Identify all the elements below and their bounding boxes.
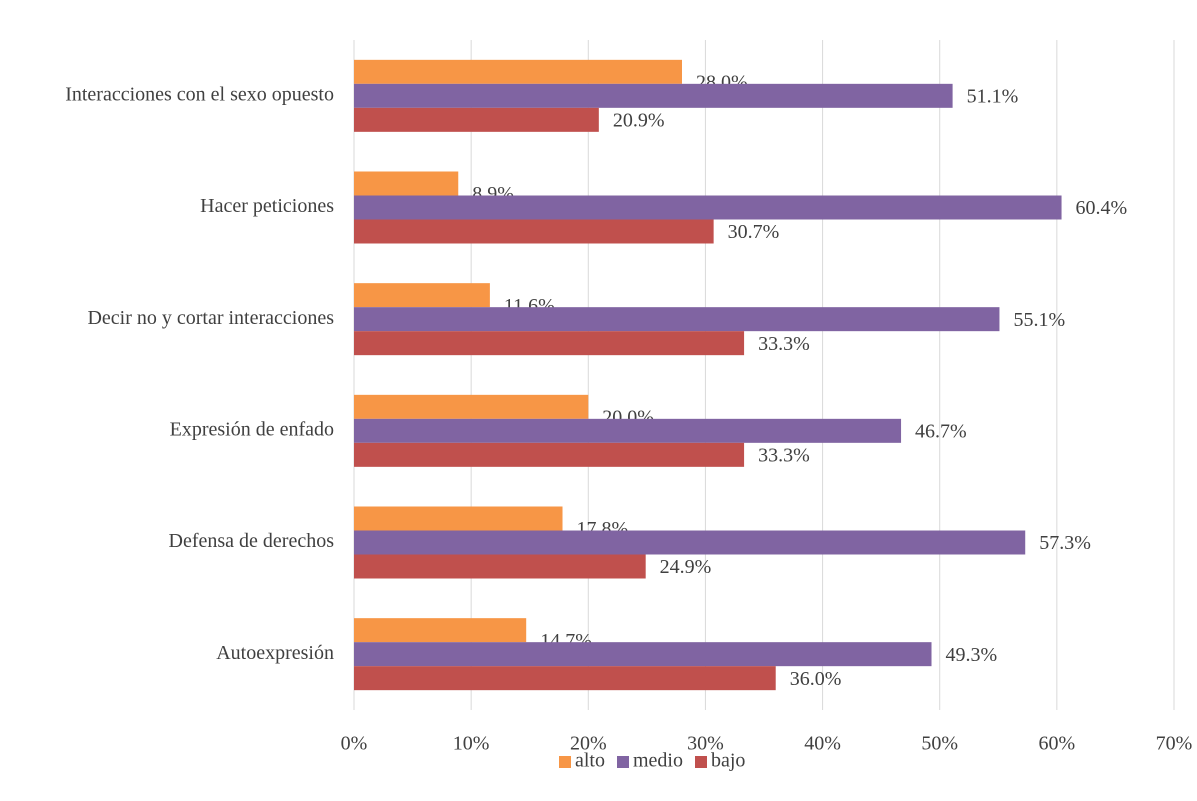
bar [354,618,527,643]
data-label: 55.1% [1013,309,1065,331]
legend-swatch [617,756,629,768]
data-label: 36.0% [790,668,842,690]
data-label: 57.3% [1039,532,1091,554]
y-tick-label: Decir no y cortar interacciones [87,307,334,329]
bar [354,195,1062,220]
data-label: 49.3% [946,644,998,666]
data-label: 51.1% [967,85,1019,107]
bar [354,83,953,108]
legend-label: medio [633,750,683,772]
data-label: 20.9% [613,109,665,131]
bar [354,59,682,84]
data-label: 33.3% [758,444,810,466]
x-tick-label: 20% [570,733,607,755]
bar [354,107,599,132]
legend-label: bajo [711,750,745,772]
bar [354,331,745,356]
data-label: 24.9% [660,556,712,578]
bar [354,394,589,419]
data-label: 46.7% [915,420,967,442]
x-tick-label: 60% [1039,733,1076,755]
y-tick-label: Defensa de derechos [169,530,335,552]
bar [354,666,776,691]
bar [354,219,714,244]
x-tick-label: 30% [687,733,724,755]
bar [354,283,490,308]
x-tick-label: 50% [921,733,958,755]
legend-label: alto [575,750,605,772]
legend-swatch [559,756,571,768]
data-label: 30.7% [728,221,780,243]
bar [354,442,745,467]
bar [354,506,563,531]
bar [354,554,646,579]
bar [354,171,459,196]
x-tick-label: 0% [341,733,368,755]
data-label: 60.4% [1076,197,1128,219]
x-tick-label: 10% [453,733,490,755]
x-tick-label: 70% [1156,733,1193,755]
x-tick-label: 40% [804,733,841,755]
bar [354,642,932,667]
bar [354,418,902,443]
y-tick-label: Autoexpresión [216,642,334,664]
data-label: 33.3% [758,333,810,355]
bar [354,530,1026,555]
bar [354,307,1000,332]
legend-swatch [695,756,707,768]
y-tick-label: Hacer peticiones [200,195,334,217]
y-tick-label: Expresión de enfado [170,418,334,440]
y-tick-label: Interacciones con el sexo opuesto [65,83,334,105]
